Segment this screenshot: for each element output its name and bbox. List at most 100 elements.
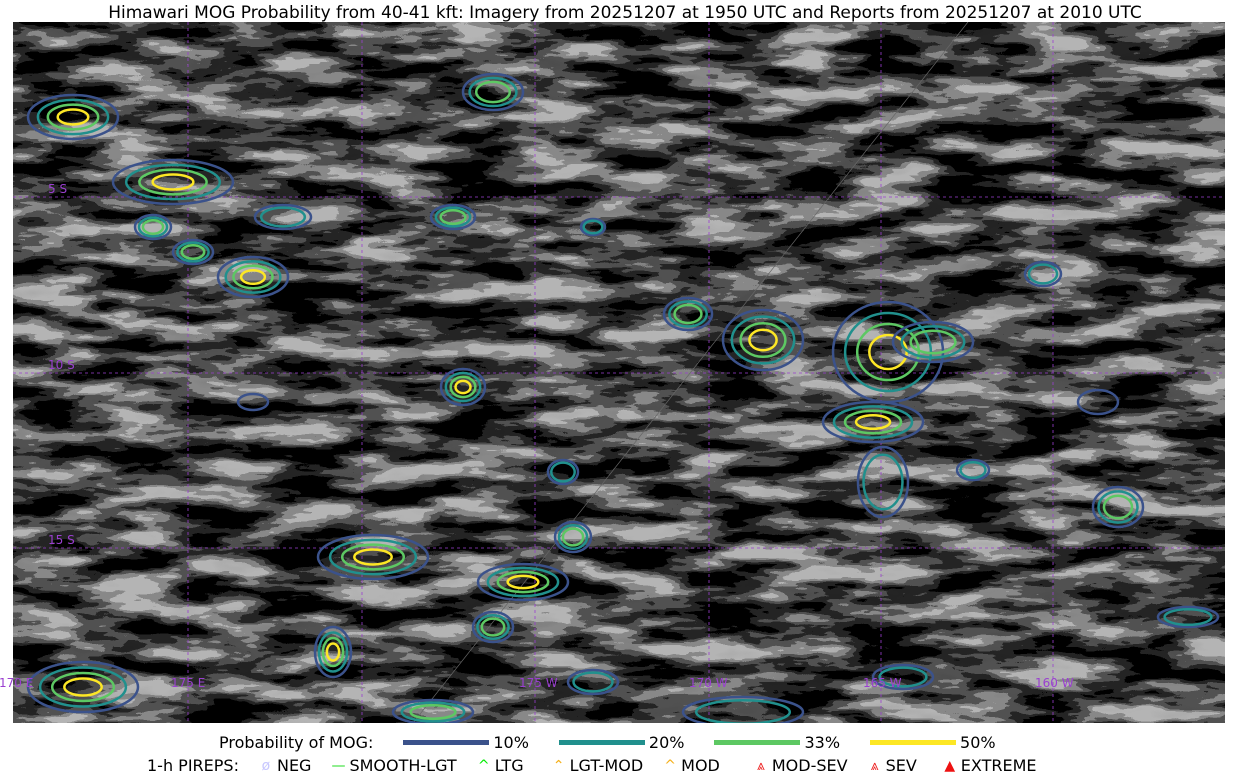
mog-contour-33% xyxy=(232,264,274,290)
mog-contour-20% xyxy=(124,163,222,201)
pirep-label: EXTREME xyxy=(960,756,1037,775)
mog-contour-20% xyxy=(486,566,560,598)
mog-contour-20% xyxy=(900,325,966,359)
mog-contour-10% xyxy=(471,610,515,644)
mog-contour-20% xyxy=(36,98,110,136)
mog-contour-50% xyxy=(56,108,90,126)
mog-contour-10% xyxy=(579,217,607,237)
lgt-mod-icon: ⌃ xyxy=(552,757,565,774)
mog-contour-50% xyxy=(868,333,908,371)
mog-contour-20% xyxy=(259,206,307,228)
mog-contour-20% xyxy=(328,538,418,576)
mog-contour-20% xyxy=(730,315,796,365)
mog-contour-50% xyxy=(325,642,341,662)
mog-contour-33% xyxy=(141,219,165,235)
pirep-label: MOD xyxy=(681,756,720,775)
pirep-label: SMOOTH-LGT xyxy=(349,756,457,775)
mog-contour-33% xyxy=(480,617,506,637)
mog-contour-33% xyxy=(474,80,512,104)
mog-contour-10% xyxy=(1091,485,1145,529)
mog-contour-10% xyxy=(316,533,430,581)
mog-contour-33% xyxy=(409,704,457,720)
mog-contour-50% xyxy=(854,413,892,431)
mog-contour-33% xyxy=(739,321,787,359)
mog-contour-10% xyxy=(856,445,910,519)
mog-contour-50% xyxy=(353,548,393,566)
mog-contour-10% xyxy=(313,625,353,679)
mog-contour-20% xyxy=(38,666,128,708)
mog-contour-20% xyxy=(444,371,482,403)
mog-contour-20% xyxy=(550,461,576,483)
mog-contour-20% xyxy=(400,701,466,723)
mog-contour-20% xyxy=(1163,607,1213,627)
lon-label: 170 W xyxy=(689,676,728,690)
level-label: 20% xyxy=(648,733,685,752)
lon-label: 165 W xyxy=(863,676,902,690)
map-canvas xyxy=(13,21,1225,729)
mog-contour-10% xyxy=(662,296,714,332)
mog-contour-10% xyxy=(111,158,235,206)
swatch-50 xyxy=(870,740,957,745)
mog-contour-10% xyxy=(439,367,487,407)
mod-icon: ^ xyxy=(664,757,676,774)
satellite-map[interactable]: 170 E 175 E 175 W 170 W 165 W 160 W 5 S … xyxy=(0,21,1225,729)
mog-contour-20% xyxy=(572,671,614,693)
pirep-label: LTG xyxy=(494,756,524,775)
mog-contour-10% xyxy=(566,668,620,696)
mog-contour-10% xyxy=(1076,388,1120,416)
mog-contour-33% xyxy=(321,636,345,668)
level-label: 50% xyxy=(960,733,996,752)
mog-contour-50% xyxy=(239,268,267,286)
mog-contour-50% xyxy=(506,574,540,590)
mog-contour-20% xyxy=(832,405,914,439)
ltg-icon: ^ xyxy=(477,757,490,774)
mog-contour-33% xyxy=(843,409,903,435)
map-title: Himawari MOG Probability from 40-41 kft:… xyxy=(108,3,1142,23)
mog-contour-20% xyxy=(317,631,349,673)
extreme-icon: ▲ xyxy=(944,757,956,774)
pireps-legend: 1-h PIREPS: ø NEG — SMOOTH-LGT ^ LTG ⌃ LGT-M… xyxy=(147,756,1036,775)
pirep-label: LGT-MOD xyxy=(569,756,644,775)
mog-contour-33% xyxy=(673,303,703,325)
mog-contour-10% xyxy=(821,400,925,444)
mog-contour-20% xyxy=(582,219,604,235)
lat-label: 15 S xyxy=(48,533,75,547)
mog-contour-20% xyxy=(1027,263,1059,285)
probability-legend: Probability of MOG: 10% 20% 33% 50% xyxy=(219,733,996,752)
mog-contour-20% xyxy=(862,453,904,511)
mog-contour-10% xyxy=(461,72,525,112)
mog-contour-10% xyxy=(721,308,805,372)
mog-contour-10% xyxy=(216,255,290,299)
orbit-line xyxy=(412,21,969,724)
lon-label: 175 E xyxy=(171,676,206,690)
level-label: 10% xyxy=(493,733,529,752)
mog-contour-20% xyxy=(224,260,282,294)
mog-contour-33% xyxy=(180,244,206,260)
mog-contour-20% xyxy=(668,300,708,328)
pireps-legend-title: 1-h PIREPS: xyxy=(147,756,239,775)
pirep-label: NEG xyxy=(276,756,312,775)
mog-contour-50% xyxy=(748,328,778,352)
mog-contour-10% xyxy=(429,203,477,231)
mog-contour-33% xyxy=(909,329,957,355)
smooth-lgt-icon: — xyxy=(331,757,346,774)
mog-contour-20% xyxy=(468,76,518,108)
mog-contour-10% xyxy=(171,238,215,266)
level-label: 33% xyxy=(804,733,841,752)
mog-contour-10% xyxy=(553,520,593,554)
mog-contour-50% xyxy=(454,379,472,395)
mog-contour-10% xyxy=(955,458,991,482)
mog-contour-20% xyxy=(959,460,987,480)
swatch-10 xyxy=(403,740,490,745)
mog-contour-20% xyxy=(878,666,928,688)
mog-contour-33% xyxy=(1102,494,1134,520)
mog-contour-33% xyxy=(439,209,467,225)
mog-contour-33% xyxy=(50,671,116,703)
mog-contour-10% xyxy=(1156,605,1220,629)
lat-label: 10 S xyxy=(48,358,75,372)
mog-contour-10% xyxy=(476,562,570,602)
mog-contour-33% xyxy=(496,570,550,594)
mog-contour-10% xyxy=(546,458,580,486)
lon-label: 175 W xyxy=(519,676,558,690)
mog-contour-20% xyxy=(476,614,510,640)
